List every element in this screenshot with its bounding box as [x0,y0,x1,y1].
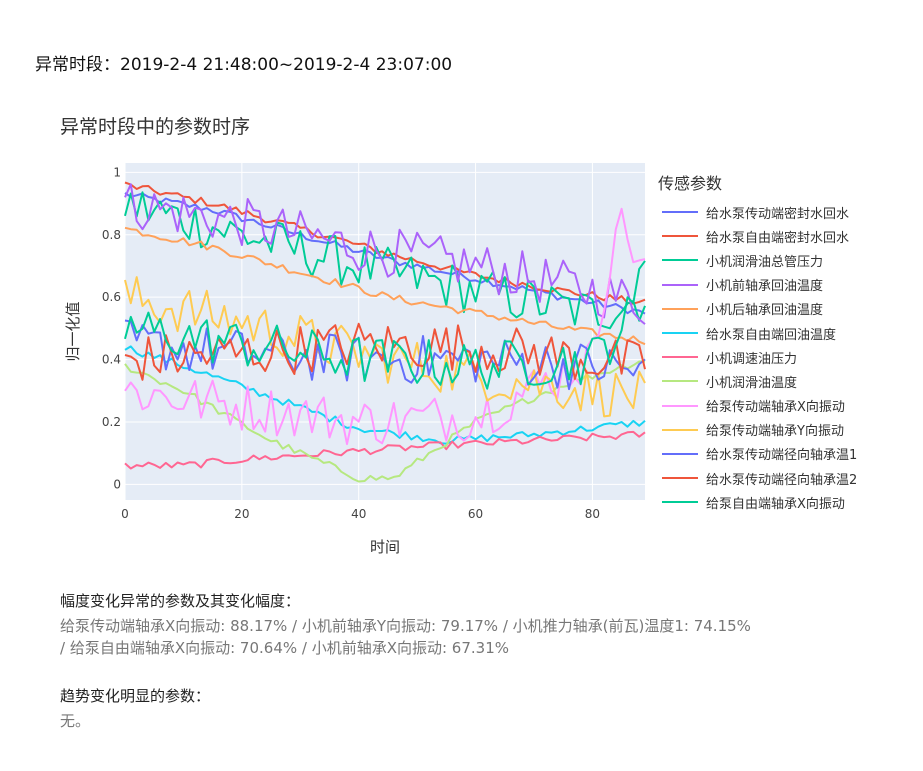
legend-item[interactable]: 小机润滑油温度 [658,369,857,393]
legend-item[interactable]: 小机后轴承回油温度 [658,297,857,321]
legend-label: 给泵传动端轴承X向振动 [706,400,845,416]
axis-ticks: 0 0.2 0.4 0.6 0.8 1 0 20 40 60 80 [102,165,600,521]
legend-swatch [662,211,698,214]
trend-body: 无。 [60,712,91,730]
legend-label: 小机润滑油总管压力 [706,254,824,270]
legend-swatch [662,332,698,335]
legend-label: 小机前轴承回油温度 [706,279,824,295]
amplitude-body: 给泵传动端轴承X向振动: 88.17% / 小机前轴承Y向振动: 79.17% … [60,615,860,659]
y-tick-label: 0.4 [102,353,121,367]
legend-item[interactable]: 给泵传动端轴承X向振动 [658,394,857,418]
y-tick-label: 0 [113,477,121,491]
series-lines [124,181,646,483]
anomaly-period: 异常时段：2019-2-4 21:48:00~2019-2-4 23:07:00 [35,50,452,75]
legend-item[interactable]: 给水泵传动端径向轴承温1 [658,442,857,466]
legend-label: 小机后轴承回油温度 [706,303,824,319]
y-tick-label: 0.6 [102,290,121,304]
legend-swatch [662,259,698,262]
anomaly-period-label: 异常时段： [35,55,120,75]
y-tick-label: 0.8 [102,228,121,242]
series-line-6 [124,345,646,445]
legend-item[interactable]: 小机前轴承回油温度 [658,273,857,297]
legend-swatch [662,307,698,310]
legend-label: 小机润滑油温度 [706,375,798,391]
legend-item[interactable]: 给水泵传动端密封水回水 [658,200,857,224]
legend-label: 给水泵自由端密封水回水 [706,230,850,246]
amplitude-section: 幅度变化异常的参数及其变化幅度： 给泵传动端轴承X向振动: 88.17% / 小… [60,590,860,659]
legend-item[interactable]: 给水泵自由端密封水回水 [658,224,857,248]
amplitude-line-1: 给泵传动端轴承X向振动: 88.17% / 小机前轴承Y向振动: 79.17% … [60,617,751,635]
legend-item[interactable]: 给泵传动端轴承Y向振动 [658,418,857,442]
legend-swatch [662,235,698,238]
y-tick-label: 1 [113,165,121,179]
legend: 传感参数 给水泵传动端密封水回水 给水泵自由端密封水回水 小机润滑油总管压力 小机前轴… [658,170,857,514]
series-line-7 [124,430,646,470]
x-tick-label: 0 [121,507,129,521]
series-line-10 [124,276,646,418]
legend-label: 给泵自由端轴承X向振动 [706,496,845,512]
legend-label: 给水泵自由端回油温度 [706,327,837,343]
series-line-5 [124,226,646,346]
legend-item[interactable]: 小机润滑油总管压力 [658,248,857,272]
legend-item[interactable]: 给泵自由端轴承X向振动 [658,490,857,514]
legend-label: 给泵传动端轴承Y向振动 [706,424,844,440]
legend-label: 小机调速油压力 [706,351,798,367]
x-tick-label: 40 [351,507,366,521]
legend-swatch [662,428,698,431]
legend-swatch [662,356,698,359]
y-axis-label: 归一化值 [64,301,82,361]
amplitude-heading: 幅度变化异常的参数及其变化幅度： [60,592,301,610]
series-line-13 [124,260,646,390]
legend-swatch [662,283,698,286]
legend-item[interactable]: 给水泵自由端回油温度 [658,321,857,345]
plot-area [125,163,645,500]
legend-label: 给水泵传动端径向轴承温1 [706,448,858,464]
legend-label: 给水泵传动端密封水回水 [706,206,850,222]
series-line-4 [124,183,646,325]
legend-swatch [662,380,698,383]
series-line-1 [124,192,646,315]
legend-swatch [662,404,698,407]
legend-label: 给水泵传动端径向轴承温2 [706,472,858,488]
trend-section: 趋势变化明显的参数： 无。 [60,685,210,732]
x-tick-label: 80 [585,507,600,521]
anomaly-period-value: 2019-2-4 21:48:00~2019-2-4 23:07:00 [120,55,453,75]
legend-item[interactable]: 给水泵传动端径向轴承温2 [658,466,857,490]
amplitude-line-2: / 给泵自由端轴承X向振动: 70.64% / 小机前轴承X向振动: 67.31… [60,639,509,657]
x-tick-label: 20 [234,507,249,521]
legend-items: 给水泵传动端密封水回水 给水泵自由端密封水回水 小机润滑油总管压力 小机前轴承回油温度… [658,200,857,514]
series-line-9 [124,207,646,446]
legend-item[interactable]: 小机调速油压力 [658,345,857,369]
legend-title: 传感参数 [658,174,723,193]
legend-swatch [662,501,698,504]
legend-swatch [662,477,698,480]
x-axis-label: 时间 [370,538,400,556]
trend-heading: 趋势变化明显的参数： [60,687,211,705]
x-tick-label: 60 [468,507,483,521]
series-line-3 [124,191,646,330]
legend-swatch [662,452,698,455]
chart-title: 异常时段中的参数时序 [60,116,251,138]
y-tick-label: 0.2 [102,415,121,429]
